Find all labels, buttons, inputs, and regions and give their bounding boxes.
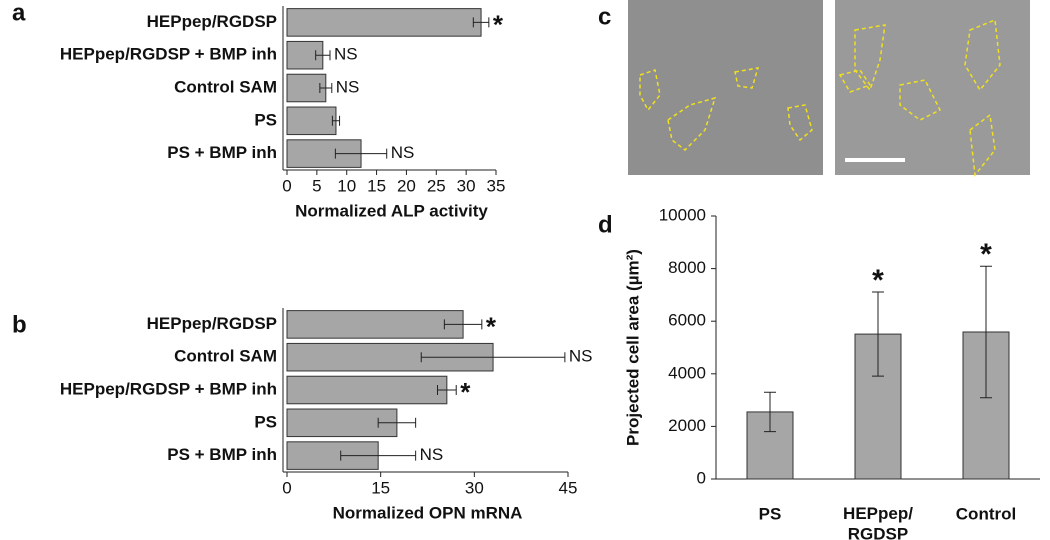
error-bar [436,385,457,395]
y-tick-label: 8000 [668,258,706,277]
x-tick-label: 15 [371,478,390,497]
y-tick-label: 4000 [668,363,706,382]
bar [286,106,337,136]
category-label: Control SAM [174,347,277,366]
significance: * [980,238,992,271]
category-label: PS [254,110,277,129]
x-tick-label: 35 [487,176,506,195]
x-tick-label: 10 [337,176,356,195]
category-label: Control SAM [174,77,277,96]
significance: NS [569,347,593,366]
micrograph-left [628,0,823,175]
x-tick-label: 15 [367,176,386,195]
y-tick-label: 6000 [668,311,706,330]
error-bar [315,50,331,61]
x-tick-label: 5 [312,176,321,195]
y-tick-label: 10000 [659,205,706,224]
panel-label: a [12,0,26,26]
panel-label: c [598,3,611,30]
significance: NS [391,143,415,162]
x-tick-label: 30 [457,176,476,195]
category-label: PS + BMP inh [167,143,277,162]
error-bar [334,148,388,159]
cell-outlines [639,18,1001,177]
y-axis-label: Projected cell area (µm²) [623,249,642,446]
error-bar [443,319,483,330]
category-label: HEPpep/RGDSP + BMP inh [60,379,277,398]
category-label: HEPpep/RGDSP + BMP inh [60,45,277,64]
x-tick-label: PS [759,504,782,523]
panel-label: d [598,211,613,238]
category-label: PS + BMP inh [167,445,277,464]
x-tick-label: 25 [427,176,446,195]
error-bar [872,291,884,377]
error-bar [420,352,566,363]
x-axis-label: Normalized ALP activity [295,201,488,220]
y-tick-label: 0 [697,468,706,487]
x-tick-label: Control [956,504,1016,523]
x-tick-label: 0 [282,478,291,497]
x-tick-label: 45 [559,478,578,497]
error-bar [377,417,417,428]
x-tick-label: 30 [465,478,484,497]
significance: * [460,377,471,407]
significance: NS [420,445,444,464]
significance: NS [336,77,360,96]
x-tick-label: 20 [397,176,416,195]
error-bar [331,115,341,126]
significance: * [493,9,504,39]
x-tick-label: HEPpep/RGDSP [843,504,913,540]
category-label: HEPpep/RGDSP [147,12,277,31]
bar [286,8,482,37]
x-axis-label: Normalized OPN mRNA [333,503,523,522]
error-bar [340,450,417,461]
category-label: PS [254,412,277,431]
significance: * [872,264,884,297]
panel-label: b [12,311,27,338]
bar [286,310,464,339]
bar [286,375,448,405]
x-tick-label: 0 [282,176,291,195]
significance: * [486,311,497,341]
error-bar [319,83,333,93]
error-bar [980,265,992,399]
error-bar [472,17,490,28]
significance: NS [334,45,358,64]
micrographs: c [598,0,1030,177]
category-label: HEPpep/RGDSP [147,314,277,333]
y-tick-label: 2000 [668,416,706,435]
error-bar [764,391,776,433]
